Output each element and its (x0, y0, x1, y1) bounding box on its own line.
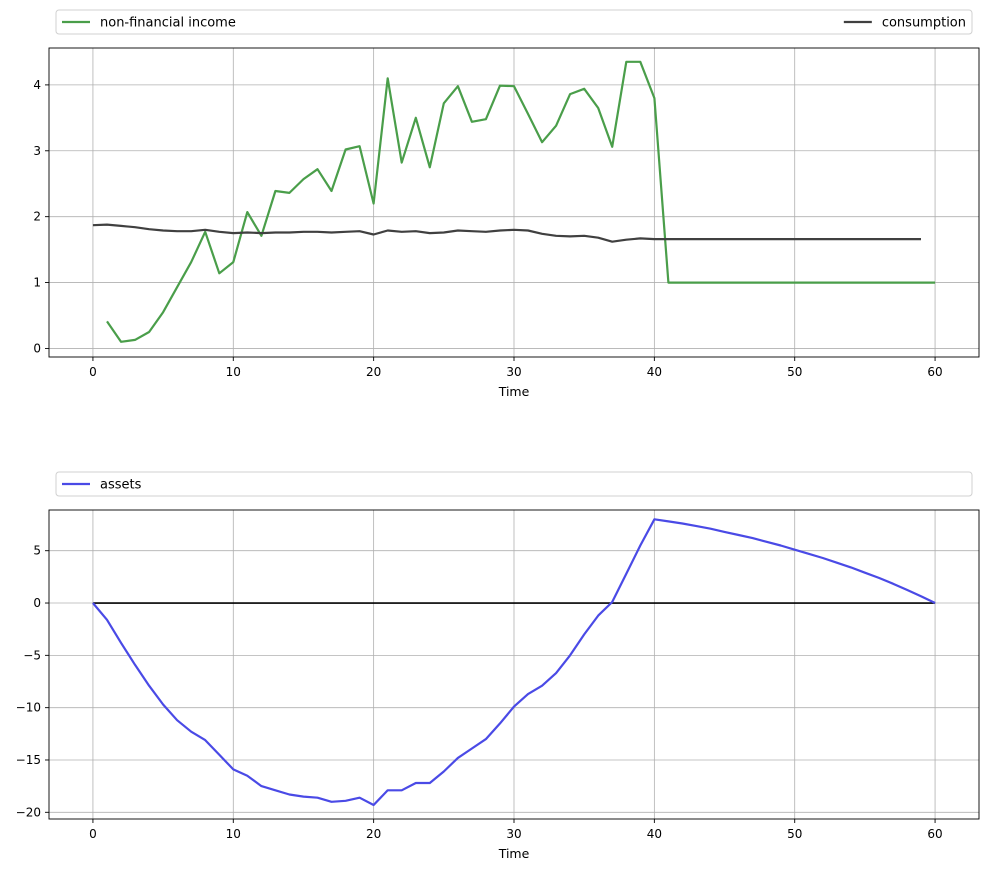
x-tick-label: 10 (226, 365, 241, 379)
x-axis-title: Time (498, 846, 530, 861)
non-financial-income-line (106, 60, 936, 343)
assets-plot: 0 10 20 30 40 50 60 −20 −15 −10 −5 0 5 Time assets (16, 471, 980, 861)
x-tick-label: 20 (366, 827, 381, 841)
x-tick-label: 50 (787, 827, 802, 841)
x-tick-label: 0 (89, 827, 97, 841)
y-tick-label: 2 (33, 210, 41, 224)
y-tick-label: −20 (16, 805, 41, 819)
x-tick-label: 30 (506, 365, 521, 379)
legend-label-non-financial-income: non-financial income (100, 16, 236, 31)
y-tick-label: 4 (33, 78, 41, 92)
x-tick-label: 20 (366, 365, 381, 379)
y-tick-label: −10 (16, 701, 41, 715)
legend-label-assets: assets (100, 478, 142, 493)
grid-lines (49, 510, 979, 819)
x-tick-label: 60 (927, 365, 942, 379)
y-tick-label: 0 (33, 596, 41, 610)
x-tick-label: 30 (506, 827, 521, 841)
y-tick-label: −5 (23, 648, 41, 662)
x-tick-label: 50 (787, 365, 802, 379)
income-consumption-plot: 0 10 20 30 40 50 60 0 1 2 3 4 Time non-financial inco… (33, 9, 980, 399)
x-tick-label: 40 (647, 827, 662, 841)
x-axis-title: Time (498, 384, 530, 399)
x-tick-label: 40 (647, 365, 662, 379)
legend: non-financial income consumption (55, 9, 973, 35)
y-tick-label: 5 (33, 544, 41, 558)
assets-line (92, 518, 936, 807)
consumption-line (92, 223, 921, 243)
x-tick-label: 0 (89, 365, 97, 379)
y-tick-label: 1 (33, 276, 41, 290)
grid-lines (49, 48, 979, 357)
y-tick-label: 3 (33, 144, 41, 158)
y-tick-label: −15 (16, 753, 41, 767)
x-tick-label: 10 (226, 827, 241, 841)
legend-box (55, 9, 973, 35)
legend-box (55, 471, 973, 497)
x-tick-label: 60 (927, 827, 942, 841)
legend: assets (55, 471, 973, 497)
legend-label-consumption: consumption (882, 16, 966, 31)
y-tick-label: 0 (33, 341, 41, 355)
